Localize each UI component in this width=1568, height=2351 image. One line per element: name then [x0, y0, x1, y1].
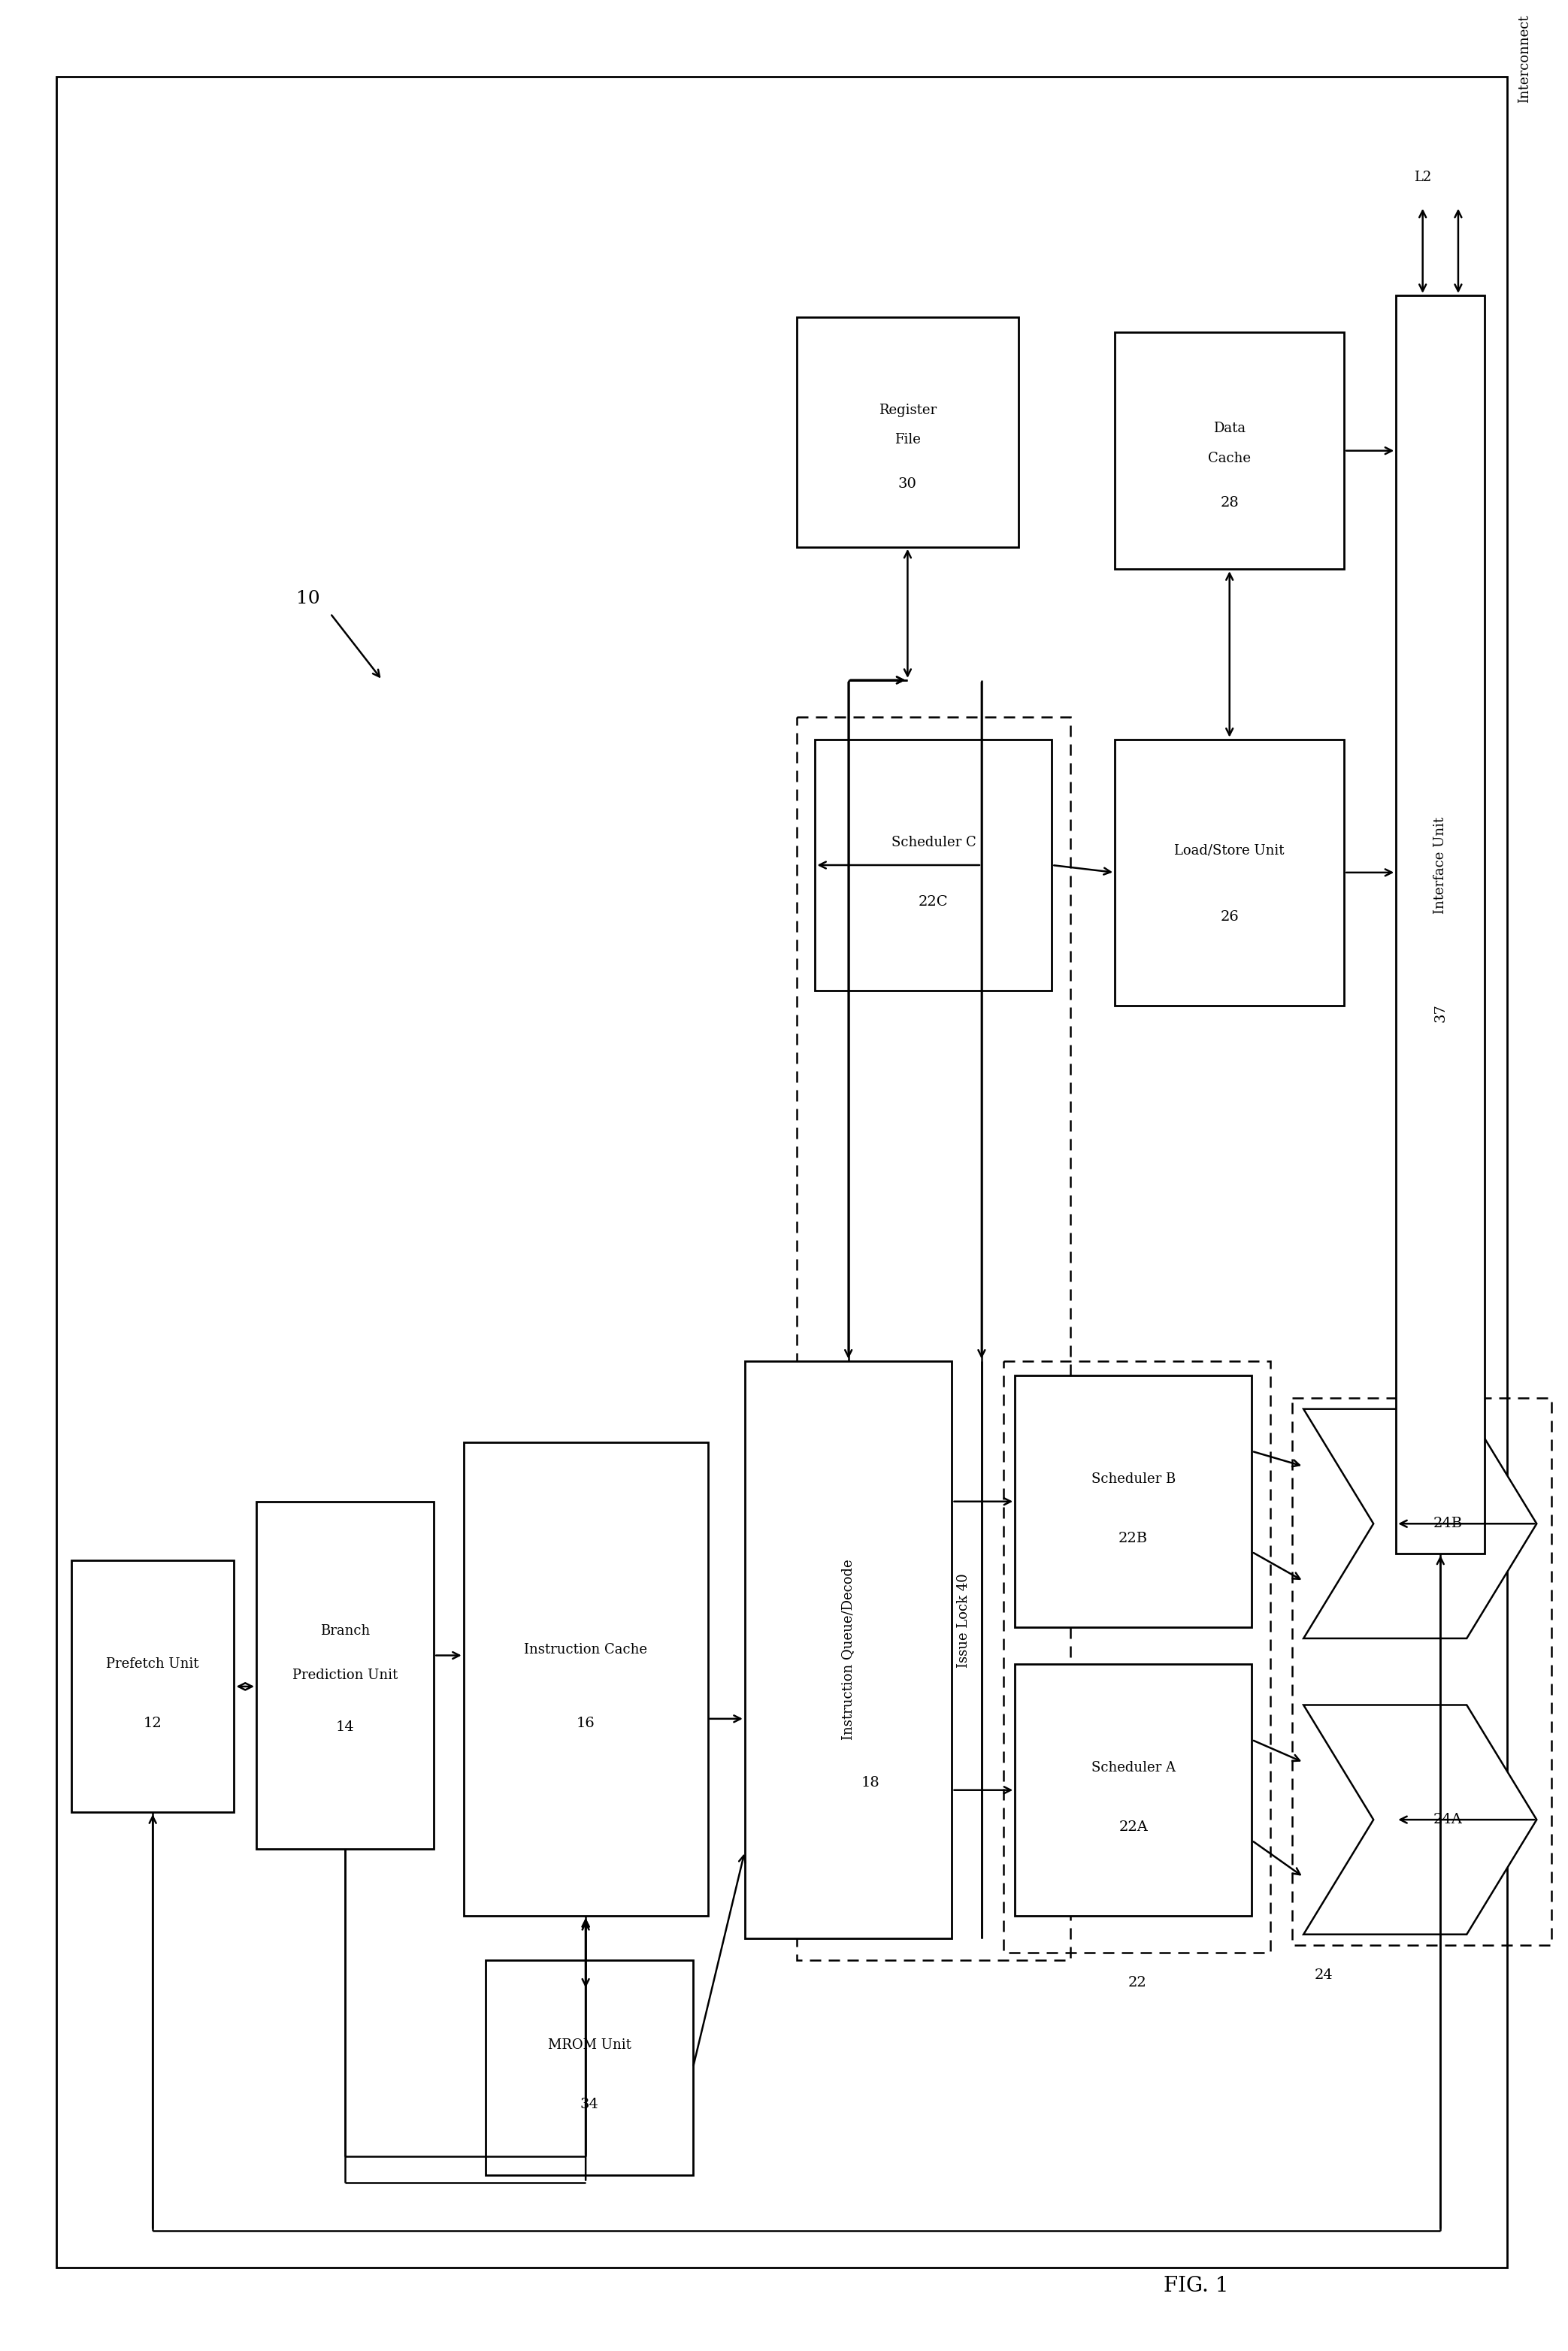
Bar — [256, 1502, 434, 1850]
Text: 12: 12 — [143, 1716, 162, 1730]
Bar — [1292, 1399, 1551, 1947]
Text: Interface Unit: Interface Unit — [1433, 816, 1447, 915]
Bar — [1396, 296, 1485, 1554]
Text: Load/Store Unit: Load/Store Unit — [1174, 844, 1284, 858]
Text: 37: 37 — [1433, 1004, 1447, 1023]
Text: Branch: Branch — [320, 1625, 370, 1639]
Text: Instruction Queue/Decode: Instruction Queue/Decode — [842, 1559, 855, 1740]
Text: 18: 18 — [861, 1775, 880, 1789]
Bar — [1115, 738, 1344, 1006]
Text: 24A: 24A — [1433, 1813, 1463, 1827]
Text: File: File — [894, 433, 920, 447]
Bar — [797, 317, 1019, 548]
Text: Scheduler B: Scheduler B — [1091, 1472, 1176, 1486]
Bar — [815, 738, 1052, 990]
Text: Interconnect: Interconnect — [1518, 14, 1532, 103]
Text: MROM Unit: MROM Unit — [547, 2038, 630, 2052]
Polygon shape — [1303, 1704, 1537, 1935]
Text: Prediction Unit: Prediction Unit — [292, 1669, 398, 1683]
Text: 24: 24 — [1314, 1968, 1333, 1982]
Bar — [464, 1441, 707, 1916]
Text: 28: 28 — [1220, 496, 1239, 510]
Bar — [486, 1961, 693, 2175]
Bar — [745, 1361, 952, 1937]
Text: L2: L2 — [1414, 172, 1432, 183]
Text: 30: 30 — [898, 477, 917, 491]
Text: 22: 22 — [1127, 1975, 1146, 1989]
Polygon shape — [1303, 1408, 1537, 1639]
Text: 22B: 22B — [1118, 1533, 1148, 1545]
Text: Scheduler A: Scheduler A — [1091, 1761, 1176, 1775]
Text: 24B: 24B — [1433, 1516, 1463, 1531]
Text: 22C: 22C — [919, 896, 949, 910]
Text: Prefetch Unit: Prefetch Unit — [107, 1657, 199, 1672]
Text: 26: 26 — [1220, 910, 1239, 924]
Text: 22A: 22A — [1118, 1820, 1148, 1834]
Text: 16: 16 — [577, 1716, 594, 1730]
Text: Scheduler C: Scheduler C — [891, 837, 975, 849]
Text: Cache: Cache — [1207, 451, 1251, 465]
Text: 34: 34 — [580, 2097, 599, 2111]
Text: Issue Lock 40: Issue Lock 40 — [956, 1573, 971, 1667]
Text: 14: 14 — [336, 1721, 354, 1735]
Bar — [1014, 1665, 1251, 1916]
Bar — [1014, 1375, 1251, 1627]
Text: FIG. 1: FIG. 1 — [1163, 2276, 1229, 2297]
Bar — [797, 717, 1071, 1961]
Text: 10: 10 — [296, 590, 320, 607]
Text: Instruction Cache: Instruction Cache — [524, 1643, 648, 1655]
Bar — [1004, 1361, 1270, 1954]
Text: Register: Register — [878, 404, 936, 416]
Bar — [1115, 331, 1344, 569]
Bar — [71, 1561, 234, 1813]
Text: Data: Data — [1214, 421, 1245, 435]
